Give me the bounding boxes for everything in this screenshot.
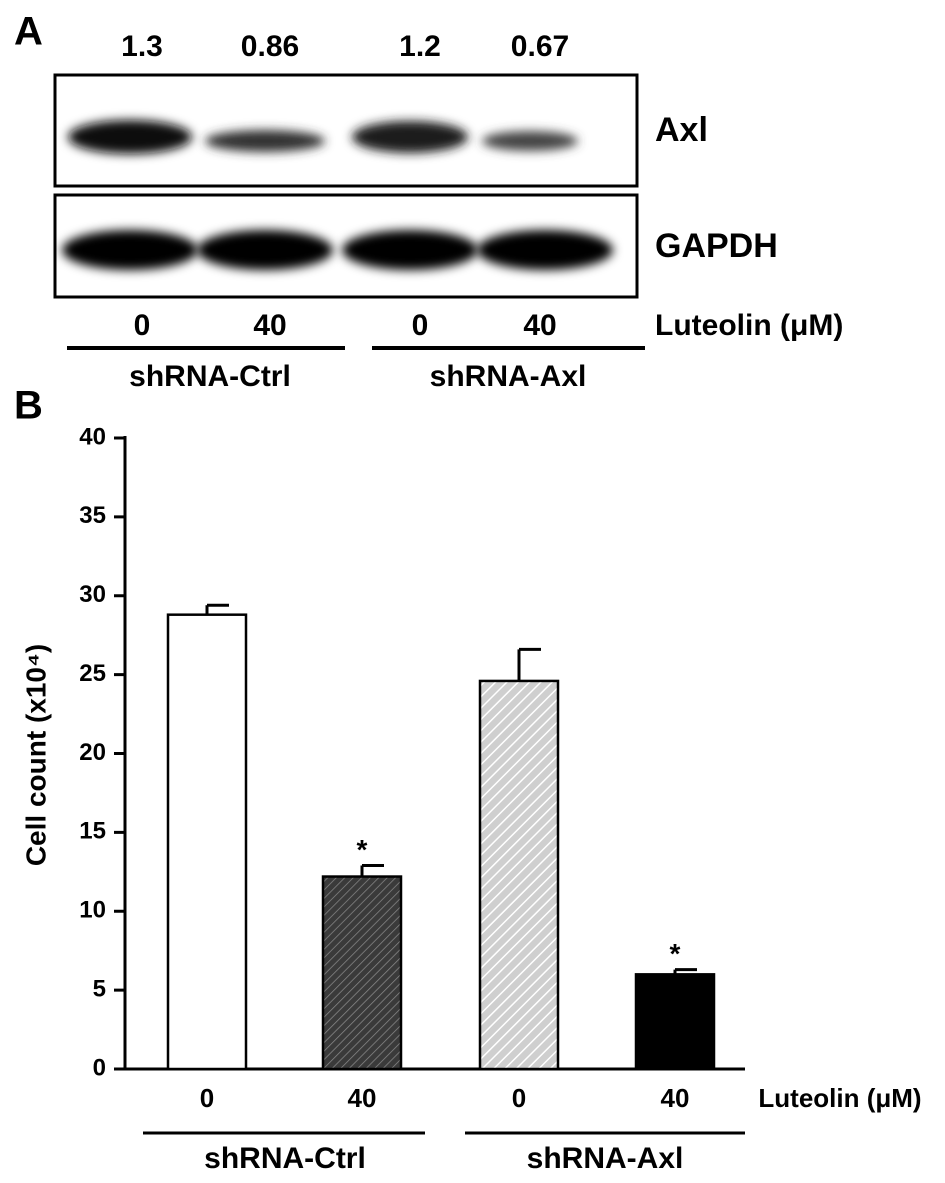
band-ratio: 1.3 [121, 30, 163, 63]
y-tick-label: 10 [79, 897, 106, 924]
bar [634, 973, 716, 1071]
x-tick-label: 40 [661, 1083, 690, 1113]
panel-label: A [14, 10, 43, 54]
bar [478, 679, 560, 1071]
x-tick-label: 0 [512, 1083, 526, 1113]
x-tick-label: 40 [348, 1083, 377, 1113]
group-label: shRNA-Ctrl [129, 360, 291, 393]
significance: * [357, 834, 368, 865]
bar [321, 875, 403, 1071]
y-tick-label: 20 [79, 739, 106, 766]
dose-label: 40 [253, 309, 286, 342]
blot-axl [53, 73, 639, 188]
band-ratio: 0.86 [241, 30, 299, 63]
treatment-label: Luteolin (μM) [655, 309, 843, 342]
bar [166, 613, 248, 1071]
band-ratio: 1.2 [399, 30, 441, 63]
group-label: shRNA-Ctrl [204, 1142, 366, 1175]
x-tick-label: 0 [200, 1083, 214, 1113]
y-tick-label: 5 [93, 975, 106, 1002]
panel-label: B [14, 384, 43, 428]
group-label: shRNA-Axl [430, 360, 587, 393]
y-tick-label: 30 [79, 581, 106, 608]
significance: * [670, 938, 681, 969]
y-tick-label: 40 [79, 423, 106, 450]
row-label: Axl [655, 111, 708, 149]
dose-label: 0 [412, 309, 429, 342]
x-axis-title: Luteolin (μM) [758, 1083, 921, 1113]
row-label: GAPDH [655, 227, 778, 265]
dose-label: 40 [523, 309, 556, 342]
y-tick-label: 35 [79, 502, 106, 529]
dose-label: 0 [134, 309, 151, 342]
group-label: shRNA-Axl [527, 1142, 684, 1175]
y-tick-label: 25 [79, 660, 106, 687]
y-tick-label: 15 [79, 818, 106, 845]
y-axis-title: Cell count (x10⁴) [20, 644, 51, 866]
band-ratio: 0.67 [511, 30, 569, 63]
y-tick-label: 0 [93, 1054, 106, 1081]
blot-gapdh [53, 193, 639, 299]
